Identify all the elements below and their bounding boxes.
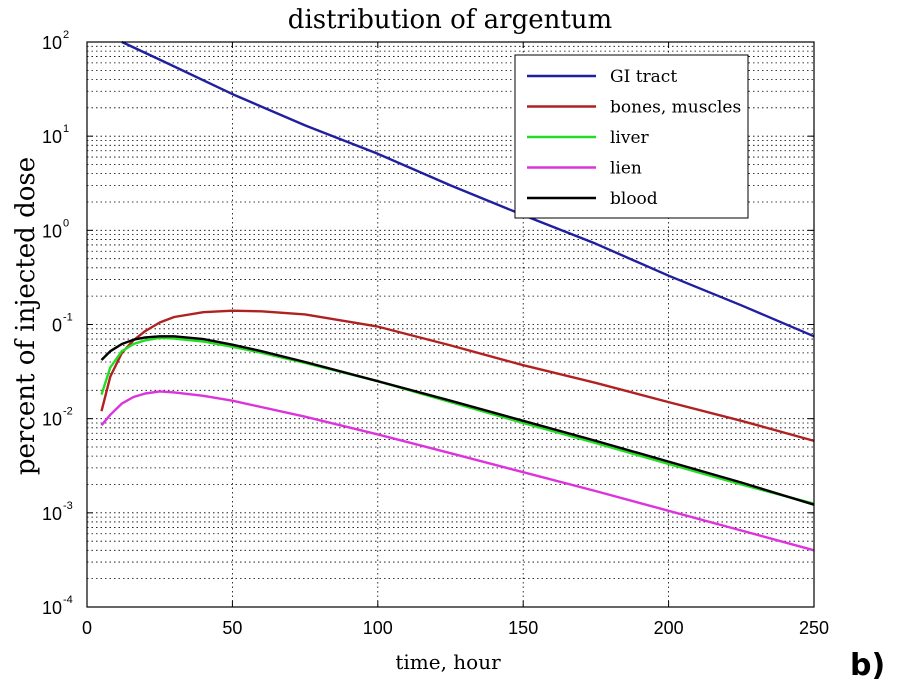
y-tick-base: 10 (42, 598, 62, 618)
y-tick-label: 0 -1 (52, 312, 73, 336)
y-tick-exponent: 1 (63, 123, 69, 135)
series-line-gi-tract (121, 40, 815, 338)
y-tick-label: 10 -4 (42, 594, 73, 618)
x-tick-label: 0 (82, 618, 92, 638)
legend-label-bones-muscles: bones, muscles (610, 98, 741, 118)
y-tick-exponent: -2 (63, 406, 73, 418)
y-tick-exponent: 2 (63, 29, 69, 41)
series-line-lien (100, 390, 815, 552)
y-tick-base: 10 (42, 410, 62, 430)
panel-label: b) (850, 648, 885, 683)
x-tick-label: 150 (508, 618, 538, 638)
x-tick-label: 200 (654, 618, 684, 638)
legend-label-lien: lien (610, 159, 642, 179)
x-axis-ticks: 0 50 100 150 200 250 (82, 42, 829, 638)
series-line-bones-muscles (100, 309, 815, 443)
y-tick-label: 10 -2 (42, 406, 73, 430)
y-tick-exponent: -1 (63, 312, 73, 324)
y-tick-base: 10 (42, 127, 62, 147)
y-tick-exponent: 0 (63, 217, 69, 229)
y-tick-base: 0 (52, 316, 62, 336)
y-axis-label: percent of injected dose (11, 157, 41, 475)
x-tick-label: 50 (222, 618, 242, 638)
legend-label-liver: liver (610, 128, 650, 148)
x-tick-label: 100 (363, 618, 393, 638)
y-tick-exponent: -3 (63, 500, 73, 512)
y-tick-base: 10 (42, 504, 62, 524)
y-tick-label: 10 0 (42, 217, 69, 241)
y-tick-label: 10 2 (42, 29, 69, 53)
y-tick-label: 10 -3 (42, 500, 73, 524)
series-line-liver (100, 336, 815, 505)
y-tick-base: 10 (42, 221, 62, 241)
legend-label-blood: blood (610, 189, 658, 209)
x-tick-label: 250 (799, 618, 829, 638)
legend-label-gi-tract: GI tract (610, 67, 677, 87)
legend: GI tract bones, muscles liver lien blood (514, 54, 749, 219)
series-lines (100, 40, 815, 552)
chart-title: distribution of argentum (288, 5, 612, 35)
x-axis-label: time, hour (395, 650, 501, 674)
y-tick-label: 10 1 (42, 123, 69, 147)
y-tick-exponent: -4 (63, 594, 73, 606)
series-line-blood (100, 335, 815, 506)
y-tick-base: 10 (42, 33, 62, 53)
